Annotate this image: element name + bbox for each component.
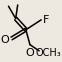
Text: O: O bbox=[26, 48, 34, 58]
Text: O: O bbox=[0, 35, 9, 45]
Text: F: F bbox=[43, 15, 50, 25]
Text: OCH₃: OCH₃ bbox=[35, 48, 61, 58]
